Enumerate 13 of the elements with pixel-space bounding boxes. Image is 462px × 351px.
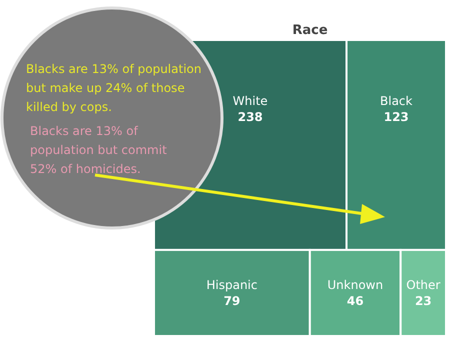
data-label: 123: [384, 110, 409, 124]
category-label: Hispanic: [206, 278, 258, 292]
data-label: 79: [224, 294, 240, 308]
category-label: Black: [380, 94, 413, 108]
text: Blacks are 13% of population but make up 24% of those killed by cops.: [26, 61, 202, 116]
category-label: White: [232, 94, 268, 108]
category-label: Unknown: [327, 278, 384, 292]
category-label: Other: [406, 278, 440, 292]
text: Blacks are 13% of population but commit 52% of homicides.: [30, 123, 168, 178]
text: Race: [292, 23, 328, 38]
data-label: 46: [346, 294, 364, 308]
data-label: 238: [238, 110, 263, 124]
data-label: 23: [414, 294, 432, 308]
